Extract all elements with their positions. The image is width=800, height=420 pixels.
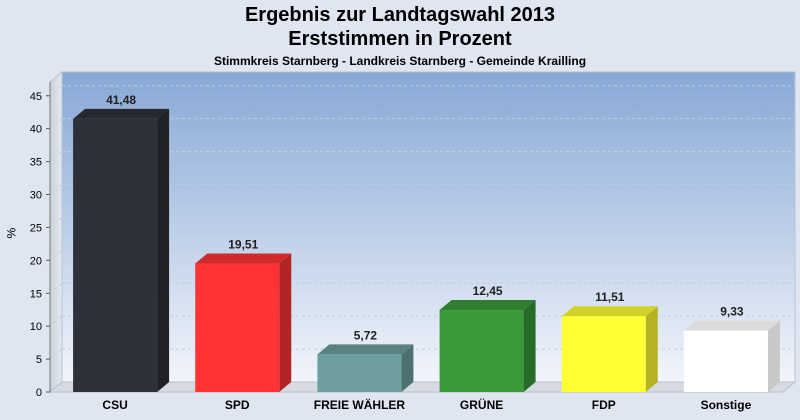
bar-top (561, 306, 658, 317)
x-tick-label: SPD (225, 398, 250, 412)
x-tick-label: FREIE WÄHLER (314, 397, 406, 412)
gridline (49, 85, 63, 97)
bar-value-label: 41,48 (106, 93, 136, 107)
y-tick-label: 45 (30, 91, 42, 103)
bar-front (439, 310, 524, 392)
y-tick-label: 15 (30, 288, 42, 300)
y-tick-label: 0 (36, 387, 42, 399)
bar-csu (73, 108, 170, 392)
bar-value-label: 11,51 (595, 290, 625, 304)
y-tick-label: 10 (30, 321, 42, 333)
plot-back-wall (61, 71, 796, 383)
bar-side (645, 306, 658, 392)
bar-top (195, 253, 292, 264)
bar-front (683, 330, 768, 392)
bar-fdp (561, 306, 658, 392)
bar-value-label: 5,72 (354, 328, 378, 342)
bar-side (523, 300, 536, 392)
y-tick-label: 5 (36, 354, 42, 366)
y-tick-label: 40 (30, 124, 42, 136)
bar-top (683, 320, 780, 331)
gridline (49, 348, 63, 360)
chart-subtitle: Erststimmen in Prozent (288, 28, 512, 50)
bar-front (561, 316, 646, 392)
gridline (49, 118, 63, 130)
bar-top (439, 300, 536, 311)
bar-front (195, 263, 280, 392)
x-tick-label: Sonstige (701, 398, 752, 412)
gridline (49, 282, 63, 294)
x-tick-label: GRÜNE (460, 397, 503, 412)
bar-side (279, 253, 292, 392)
gridline (49, 217, 63, 228)
chart-caption: Stimmkreis Starnberg - Landkreis Starnbe… (213, 54, 587, 68)
bar-front (317, 354, 402, 392)
gridline (49, 249, 63, 261)
y-tick-label: 35 (30, 157, 42, 169)
bar-value-label: 19,51 (228, 238, 258, 252)
bar-value-label: 9,33 (720, 305, 744, 319)
bar-front (73, 118, 158, 392)
gridline (49, 315, 63, 327)
bar-freie-wähler (317, 344, 414, 392)
y-tick-label: 30 (30, 190, 42, 202)
bar-sonstige (683, 320, 780, 392)
bar-side (401, 344, 414, 392)
y-tick-label: 25 (30, 222, 42, 234)
bar-spd (195, 253, 292, 392)
bar-top (73, 108, 170, 119)
bar-value-label: 12,45 (473, 284, 503, 298)
chart-title: Ergebnis zur Landtagswahl 2013 (244, 4, 556, 26)
gridline (49, 184, 63, 195)
gridline (49, 151, 63, 162)
bar-top (317, 344, 414, 355)
x-tick-label: FDP (592, 398, 616, 412)
bar-grüne (439, 300, 536, 392)
bar-side (767, 320, 780, 392)
x-tick-label: CSU (102, 398, 127, 412)
bar-side (157, 108, 170, 392)
y-tick-label: 20 (30, 255, 42, 267)
